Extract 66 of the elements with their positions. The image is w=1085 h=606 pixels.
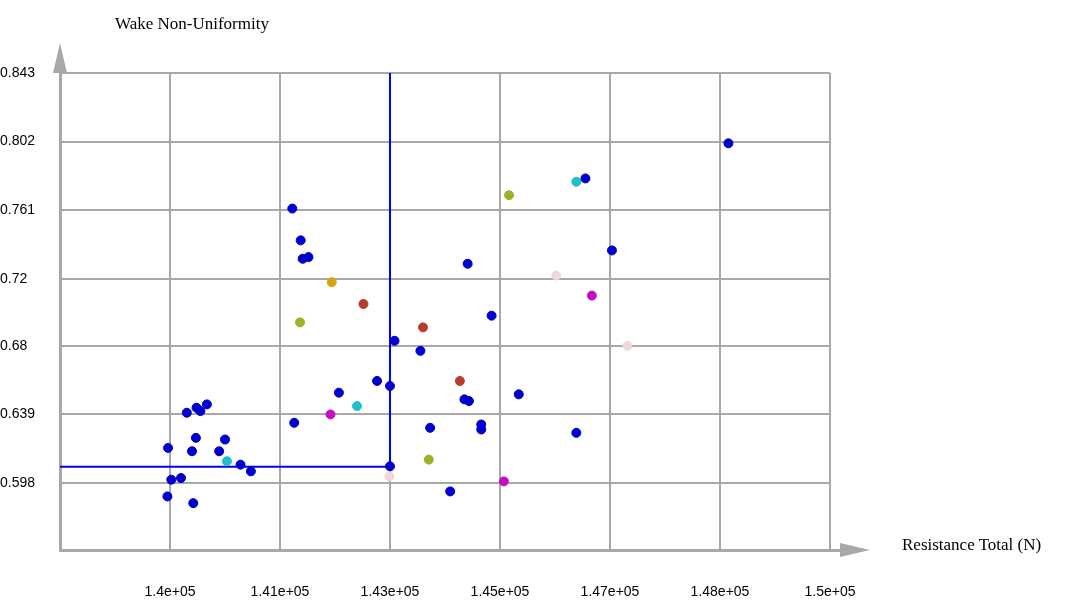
- point: [214, 446, 225, 457]
- y-tick-label: 0.639: [0, 405, 36, 422]
- x-axis-title: Resistance Total (N): [902, 535, 1042, 555]
- point: [586, 290, 597, 301]
- point: [295, 317, 306, 328]
- point: [389, 335, 400, 346]
- y-tick-label: 0.72: [0, 269, 28, 286]
- x-tick-label: 1.48e+05: [690, 583, 750, 600]
- point: [445, 486, 456, 497]
- point: [295, 235, 306, 246]
- x-tick-label: 1.4e+05: [144, 583, 196, 600]
- point: [622, 340, 633, 351]
- point: [571, 427, 582, 438]
- point: [423, 454, 434, 465]
- point: [195, 406, 206, 417]
- point: [486, 310, 497, 321]
- point: [326, 277, 337, 288]
- x-tick-label: 1.43e+05: [360, 583, 420, 600]
- point: [221, 456, 232, 467]
- point: [580, 173, 591, 184]
- point: [425, 422, 436, 433]
- point: [454, 375, 465, 386]
- point: [287, 203, 298, 214]
- point: [606, 245, 617, 256]
- y-axis-title: Wake Non-Uniformity: [115, 14, 269, 34]
- y-tick-label: 0.598: [0, 473, 36, 490]
- point: [513, 389, 524, 400]
- point: [190, 432, 201, 443]
- point: [325, 409, 336, 420]
- point: [462, 258, 473, 269]
- y-tick-label: 0.802: [0, 132, 36, 149]
- point: [245, 466, 256, 477]
- x-tick-label: 1.41e+05: [250, 583, 310, 600]
- point: [498, 476, 509, 487]
- point: [384, 471, 395, 482]
- point: [220, 434, 230, 445]
- y-tick-label: 0.761: [0, 201, 36, 218]
- point: [166, 474, 177, 485]
- point: [176, 473, 186, 484]
- point: [187, 446, 197, 457]
- point: [201, 399, 212, 410]
- point: [372, 375, 383, 386]
- point: [188, 498, 199, 509]
- point: [235, 459, 246, 470]
- point: [303, 252, 314, 263]
- point: [385, 461, 395, 472]
- point: [504, 190, 515, 201]
- x-tick-label: 1.45e+05: [470, 583, 530, 600]
- point: [463, 396, 474, 407]
- y-tick-label: 0.68: [0, 336, 28, 353]
- point: [723, 138, 734, 149]
- x-tick-label: 1.5e+05: [804, 583, 856, 600]
- point: [418, 322, 428, 333]
- point: [181, 407, 192, 418]
- x-tick-label: 1.47e+05: [580, 583, 640, 600]
- point: [385, 380, 395, 391]
- point: [358, 298, 369, 309]
- y-tick-label: 0.843: [0, 63, 36, 80]
- point: [162, 491, 173, 502]
- point: [352, 401, 362, 412]
- point: [289, 417, 300, 428]
- point: [333, 387, 344, 398]
- point: [551, 270, 562, 281]
- point: [571, 176, 582, 187]
- point: [415, 345, 426, 356]
- point: [163, 442, 174, 453]
